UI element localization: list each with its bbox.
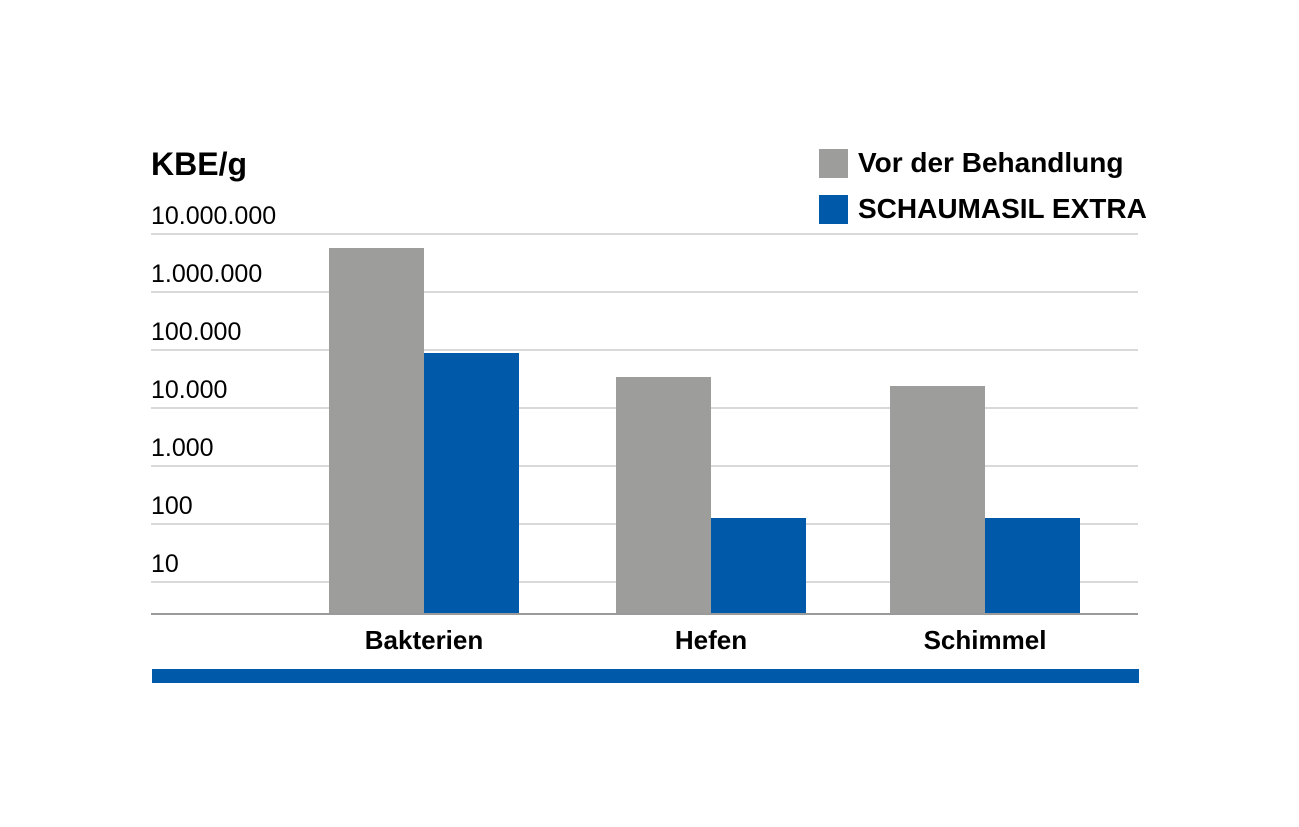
- legend-label-schaumasil: SCHAUMASIL EXTRA: [858, 193, 1147, 224]
- bottom-accent-band: [152, 669, 1139, 683]
- bar-before-treatment: [890, 386, 985, 613]
- y-tick-label: 1.000.000: [151, 260, 263, 288]
- bar-schaumasil: [711, 518, 806, 613]
- bar-schaumasil: [424, 353, 519, 613]
- legend-item-schaumasil: SCHAUMASIL EXTRA: [819, 193, 1147, 224]
- x-category-label: Hefen: [674, 625, 748, 655]
- legend-swatch-blue-icon: [819, 194, 848, 224]
- y-tick-label: 100.000: [151, 318, 242, 346]
- y-tick-label: 100: [151, 492, 193, 520]
- y-gridline: [151, 349, 1138, 351]
- y-tick-label: 10.000: [151, 376, 228, 404]
- y-gridline: [151, 233, 1138, 235]
- y-tick-label: 10: [151, 550, 179, 578]
- legend: Vor der Behandlung SCHAUMASIL EXTRA: [819, 147, 1147, 240]
- legend-label-before-treatment: Vor der Behandlung: [858, 147, 1124, 178]
- legend-swatch-gray-icon: [819, 148, 848, 178]
- bar-before-treatment: [329, 248, 424, 613]
- y-axis-title: KBE/g: [151, 146, 247, 182]
- legend-item-before-treatment: Vor der Behandlung: [819, 147, 1147, 178]
- y-tick-label: 10.000.000: [151, 202, 277, 230]
- y-gridline: [151, 291, 1138, 293]
- y-tick-label: 1.000: [151, 434, 214, 462]
- bar-before-treatment: [616, 376, 711, 613]
- x-category-label: Bakterien: [364, 625, 484, 655]
- x-category-label: Schimmel: [923, 625, 1047, 655]
- x-axis-line: [151, 613, 1138, 615]
- bar-schaumasil: [985, 518, 1080, 613]
